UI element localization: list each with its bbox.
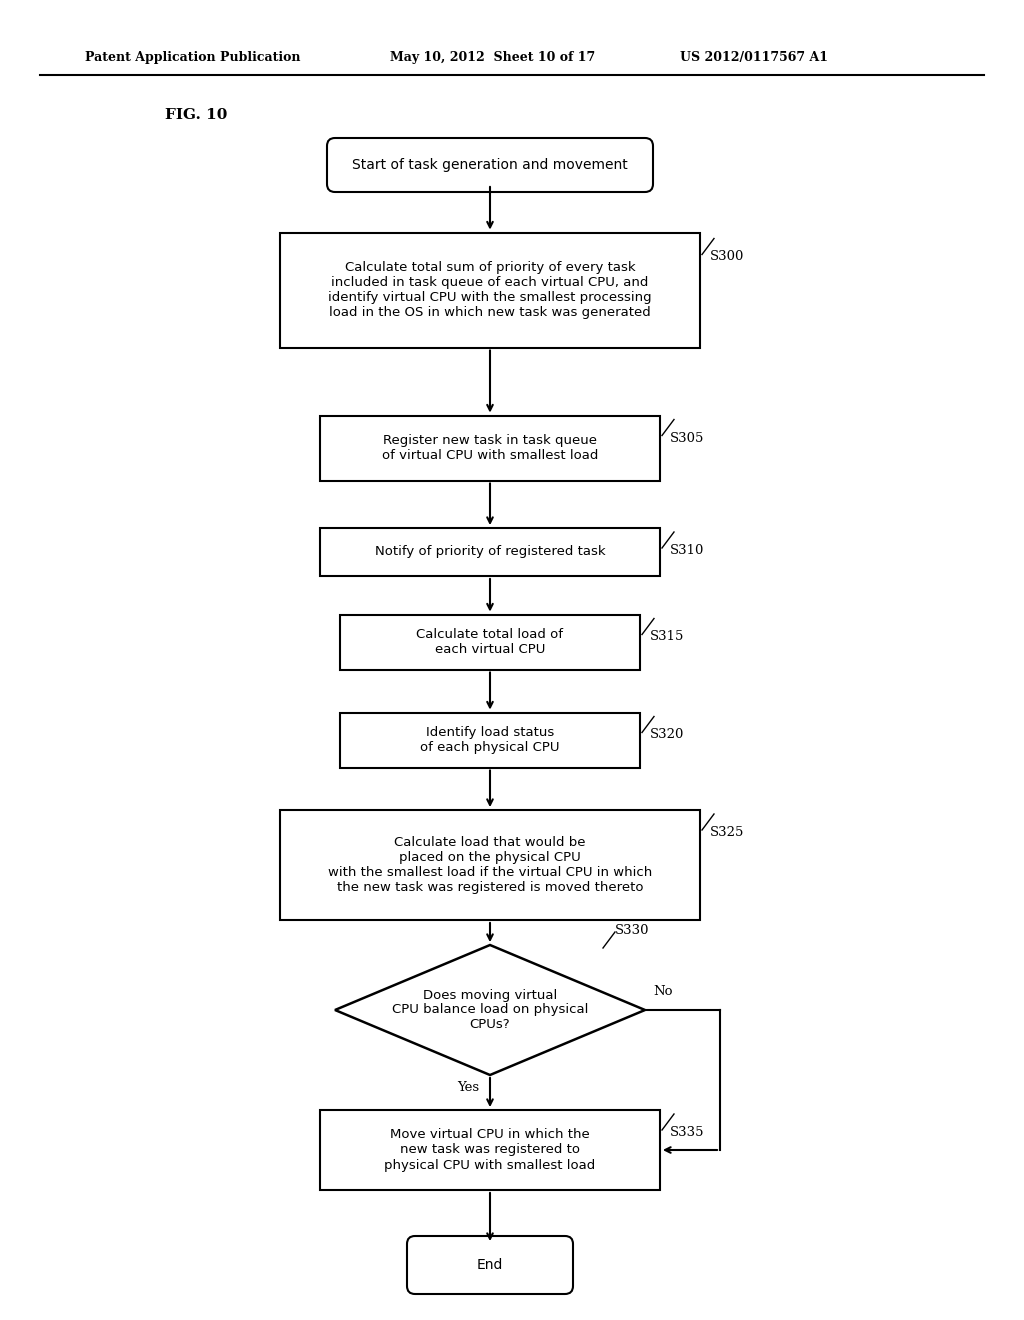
Text: S300: S300 [710,251,744,264]
Text: S330: S330 [615,924,649,937]
Bar [340,713,640,767]
Bar [319,416,660,480]
Bar [340,615,640,669]
Text: Does moving virtual
CPU balance load on physical
CPUs?: Does moving virtual CPU balance load on … [392,989,588,1031]
Text: FIG. 10: FIG. 10 [165,108,227,121]
Text: Yes: Yes [457,1081,479,1094]
Bar [280,810,700,920]
Text: End: End [477,1258,503,1272]
Bar [280,232,700,347]
Bar [319,528,660,576]
FancyBboxPatch shape [407,1236,573,1294]
Text: Start of task generation and movement: Start of task generation and movement [352,158,628,172]
Text: S310: S310 [670,544,705,557]
Text: May 10, 2012  Sheet 10 of 17: May 10, 2012 Sheet 10 of 17 [390,51,595,65]
Bar [319,1110,660,1191]
Text: US 2012/0117567 A1: US 2012/0117567 A1 [680,51,828,65]
Text: S320: S320 [650,729,684,742]
Text: Notify of priority of registered task: Notify of priority of registered task [375,545,605,558]
Text: S305: S305 [670,432,705,445]
Text: Register new task in task queue
of virtual CPU with smallest load: Register new task in task queue of virtu… [382,434,598,462]
Text: Calculate load that would be
placed on the physical CPU
with the smallest load i: Calculate load that would be placed on t… [328,836,652,894]
Text: No: No [653,985,673,998]
FancyBboxPatch shape [327,139,653,191]
Text: Calculate total sum of priority of every task
included in task queue of each vir: Calculate total sum of priority of every… [328,261,652,319]
Polygon shape [335,945,645,1074]
Text: S315: S315 [650,631,684,644]
Text: S325: S325 [710,826,744,840]
Text: Identify load status
of each physical CPU: Identify load status of each physical CP… [420,726,560,754]
Text: Move virtual CPU in which the
new task was registered to
physical CPU with small: Move virtual CPU in which the new task w… [384,1129,596,1172]
Text: Patent Application Publication: Patent Application Publication [85,51,300,65]
Text: Calculate total load of
each virtual CPU: Calculate total load of each virtual CPU [417,628,563,656]
Text: S335: S335 [670,1126,705,1139]
